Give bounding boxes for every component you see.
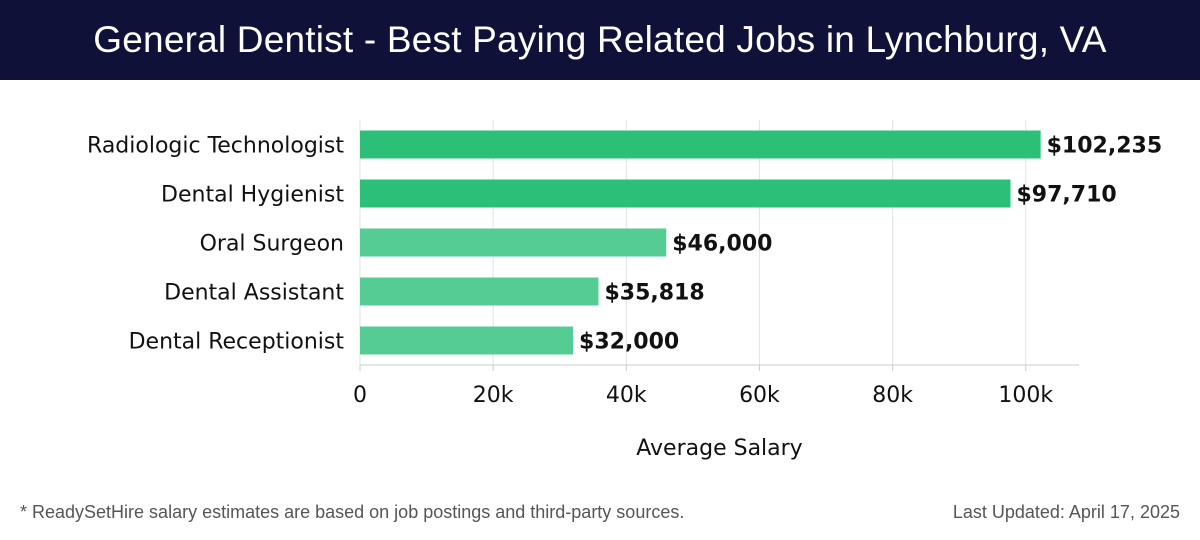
category-label: Dental Receptionist bbox=[129, 330, 345, 355]
value-label: $46,000 bbox=[672, 232, 772, 257]
bar-chart: 0 20k 40k 60k 80k 100k Radiologic Technologist… bbox=[87, 120, 1163, 461]
bar bbox=[360, 277, 599, 306]
bar bbox=[360, 130, 1041, 159]
chart-title: General Dentist - Best Paying Related Jo… bbox=[93, 19, 1107, 60]
x-tick-label: 40k bbox=[606, 383, 647, 408]
value-label: $32,000 bbox=[579, 330, 679, 355]
x-axis-title: Average Salary bbox=[636, 436, 802, 461]
bar bbox=[360, 228, 667, 257]
chart-header: General Dentist - Best Paying Related Jo… bbox=[0, 0, 1200, 80]
footer-note: * ReadySetHire salary estimates are base… bbox=[20, 502, 685, 522]
value-label: $102,235 bbox=[1047, 134, 1163, 159]
x-tick-label: 100k bbox=[998, 383, 1053, 408]
value-label: $97,710 bbox=[1016, 183, 1116, 208]
x-tick-label: 0 bbox=[353, 383, 367, 408]
category-label: Radiologic Technologist bbox=[87, 134, 344, 159]
bar bbox=[360, 179, 1011, 208]
bar bbox=[360, 326, 574, 355]
x-tick-label: 80k bbox=[872, 383, 913, 408]
x-tick-label: 60k bbox=[739, 383, 780, 408]
last-updated: Last Updated: April 17, 2025 bbox=[952, 502, 1180, 522]
category-label: Dental Assistant bbox=[164, 281, 344, 306]
x-tick-label: 20k bbox=[473, 383, 514, 408]
category-label: Oral Surgeon bbox=[200, 232, 344, 257]
value-label: $35,818 bbox=[604, 281, 704, 306]
category-label: Dental Hygienist bbox=[161, 183, 344, 208]
